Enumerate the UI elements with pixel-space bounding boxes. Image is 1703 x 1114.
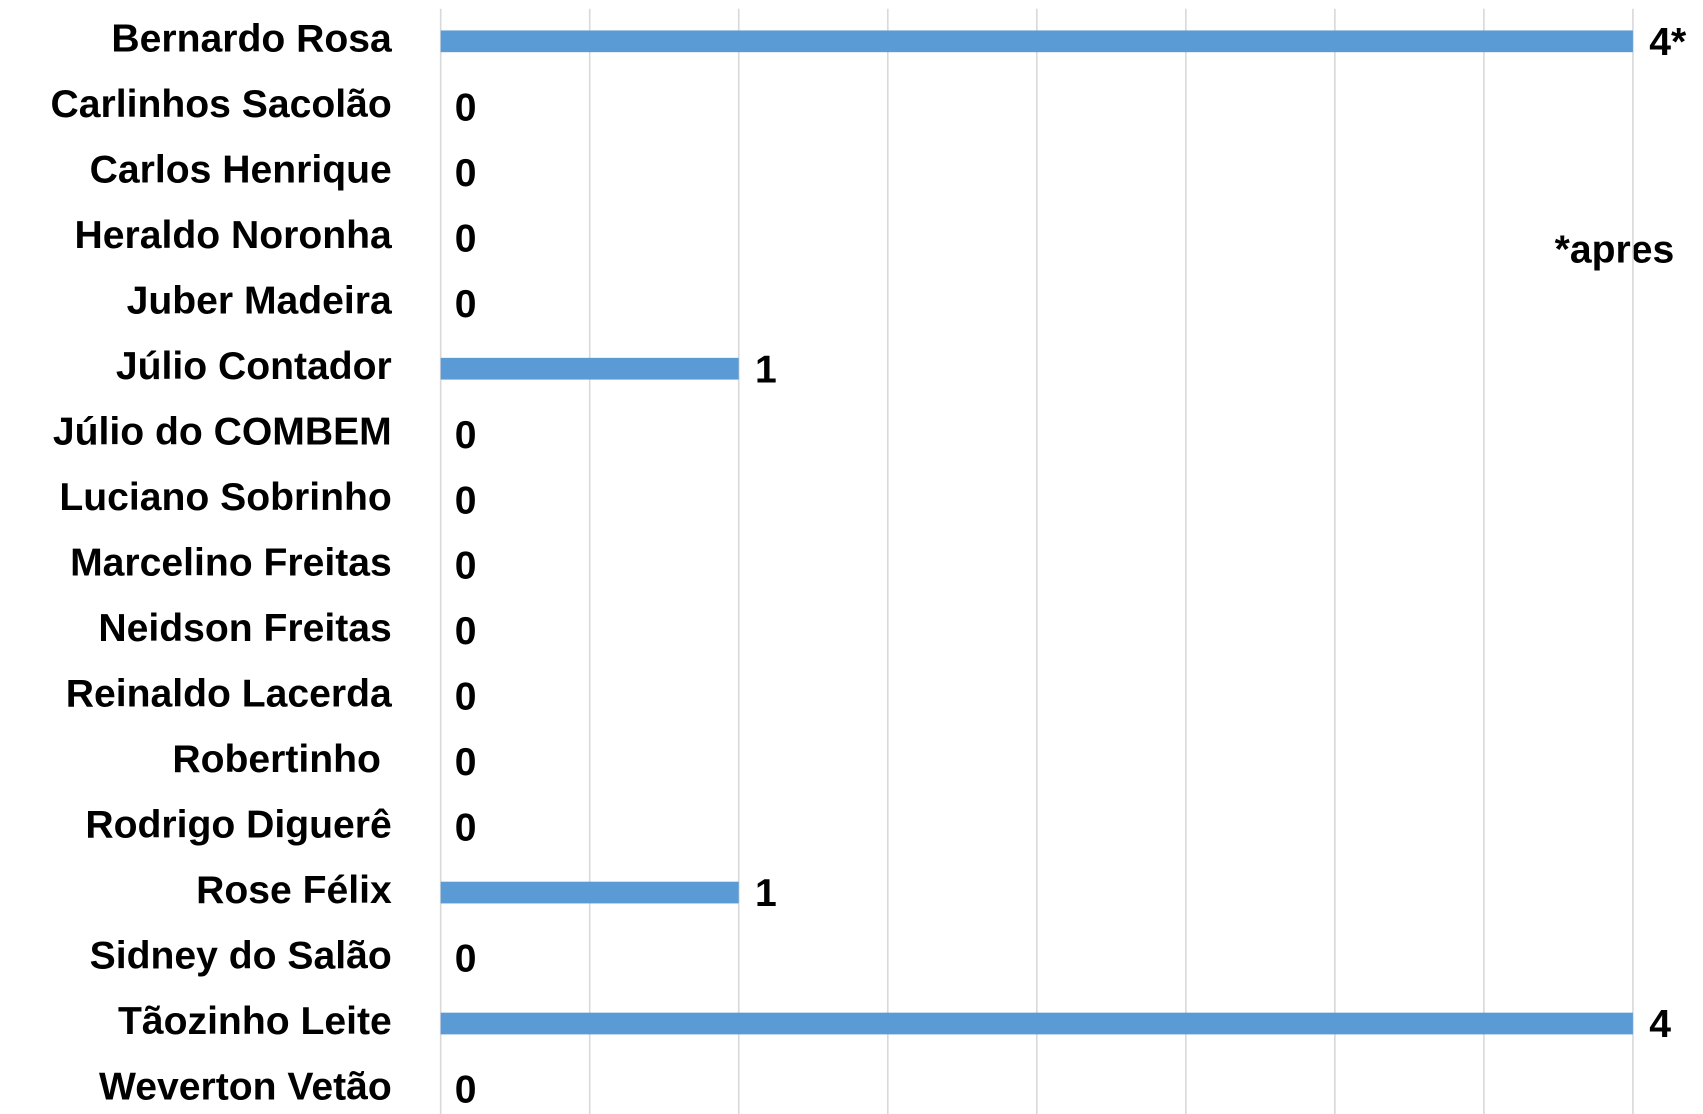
data-label: 4* bbox=[1649, 21, 1687, 64]
category-label: Heraldo Noronha bbox=[75, 214, 392, 257]
category-label: Juber Madeira bbox=[127, 280, 392, 323]
data-label: 0 bbox=[455, 807, 477, 850]
category-label: Rodrigo Diguerê bbox=[85, 803, 391, 846]
category-label: Bernardo Rosa bbox=[111, 18, 392, 61]
data-label: 0 bbox=[455, 610, 477, 653]
data-label: 0 bbox=[455, 741, 477, 784]
data-label: 0 bbox=[455, 217, 477, 260]
data-label: 4 bbox=[1649, 1003, 1671, 1046]
bar bbox=[440, 30, 1633, 53]
data-label: 0 bbox=[455, 86, 477, 129]
bar bbox=[440, 1012, 1633, 1035]
bar bbox=[440, 357, 739, 380]
category-label: Reinaldo Lacerda bbox=[66, 672, 392, 715]
data-label: 0 bbox=[455, 283, 477, 326]
category-label: Carlinhos Sacolão bbox=[51, 83, 392, 126]
category-label: Luciano Sobrinho bbox=[59, 476, 391, 519]
annotation: *apres bbox=[1555, 228, 1675, 271]
data-label: 0 bbox=[455, 479, 477, 522]
category-label: Júlio Contador bbox=[116, 345, 392, 388]
category-label: Marcelino Freitas bbox=[70, 541, 392, 584]
category-label: Júlio do COMBEM bbox=[53, 411, 392, 454]
data-label: 0 bbox=[455, 1069, 477, 1112]
category-label: Carlos Henrique bbox=[90, 149, 392, 192]
category-label: Robertinho bbox=[172, 738, 391, 781]
data-label: 1 bbox=[755, 872, 777, 915]
category-label: Sidney do Salão bbox=[90, 934, 392, 977]
category-label: Neidson Freitas bbox=[98, 607, 391, 650]
data-label: 0 bbox=[455, 152, 477, 195]
category-label: Rose Félix bbox=[196, 869, 392, 912]
category-label: Weverton Vetão bbox=[99, 1065, 392, 1108]
data-label: 1 bbox=[755, 348, 777, 391]
data-label: 0 bbox=[455, 545, 477, 588]
category-label: Tãozinho Leite bbox=[118, 1000, 392, 1043]
bar bbox=[440, 881, 739, 904]
data-label: 0 bbox=[455, 676, 477, 719]
data-label: 0 bbox=[455, 414, 477, 457]
data-label: 0 bbox=[455, 938, 477, 981]
